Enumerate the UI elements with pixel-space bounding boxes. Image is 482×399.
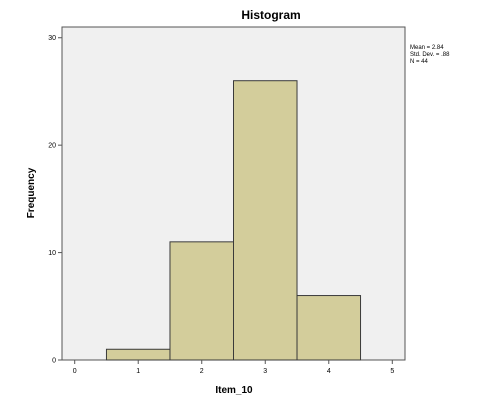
stats-line: Std. Dev. = .88 [410,52,450,58]
y-tick-label: 20 [48,143,56,150]
x-tick-label: 3 [263,368,267,375]
histogram-bar [105,348,171,361]
x-tick-label: 1 [136,368,140,375]
y-tick-label: 0 [52,358,56,365]
y-axis: 0 10 20 30 [48,35,62,365]
x-tick-label: 4 [327,368,331,375]
x-tick-label: 0 [73,368,77,375]
x-tick-label: 2 [200,368,204,375]
y-tick-label: 10 [48,250,56,257]
histogram-bar [296,295,362,361]
stats-line: N = 44 [410,59,429,65]
x-axis-label: Item_10 [215,385,253,396]
y-axis-label: Frequency [26,167,37,218]
chart-title: Histogram [241,8,300,22]
stats-line: Mean = 2.84 [410,45,444,51]
bars-group [105,80,362,361]
x-tick-label: 5 [390,368,394,375]
x-axis: 0 1 2 3 4 5 [73,360,394,375]
histogram-bar [233,80,298,361]
histogram-bar [169,241,234,361]
y-tick-label: 30 [48,35,56,42]
